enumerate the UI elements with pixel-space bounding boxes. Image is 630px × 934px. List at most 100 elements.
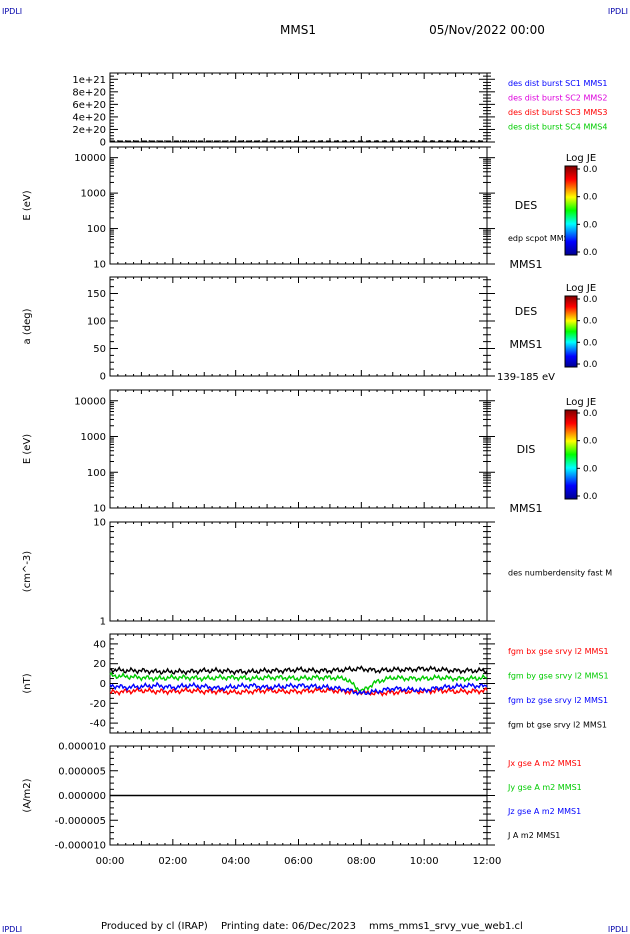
colorbar-bar [564,295,578,368]
colorbar-title: Log JE [566,153,596,164]
y-tick-label: 10000 [74,153,106,164]
y-tick-label: 0 [100,138,106,149]
colorbar-tick-label: 0.0 [583,193,598,203]
y-axis-label: E (eV) [22,190,33,220]
colorbar-tick-label: 0.0 [583,295,598,305]
y-tick-label: 0.000000 [58,791,106,802]
sc-label: MMS1 [510,258,543,271]
y-tick-label: 1e+21 [72,75,106,86]
overlay-label: edp scpot MMS1 [508,234,574,243]
series-line [109,686,488,697]
series-line [109,671,488,694]
energy-range-label: 139-185 eV [497,372,555,383]
y-tick-label: 0 [100,679,106,690]
y-axis-label: a (deg) [22,308,33,344]
legend-entry: Jz gse A m2 MMS1 [507,807,581,816]
footer-printing: Printing date: 06/Dec/2023 [221,921,356,932]
y-tick-label: -20 [90,699,106,710]
corner-label-br: IPDLI [608,925,628,934]
legend-entry: fgm bt gse srvy l2 MMS1 [508,721,607,730]
x-tick-label: 10:00 [410,856,439,867]
date-title: 05/Nov/2022 00:00 [429,23,545,37]
y-tick-label: 1000 [81,432,106,443]
panel-frame [109,276,488,377]
colorbar-tick-label: 0.0 [583,409,598,419]
panel-7: 0.000010 0.000005 0.000000 -0.000005 -0.0000… [22,742,582,868]
sc-label: MMS1 [510,502,543,515]
panel-frame [109,521,488,622]
x-tick-label: 12:00 [473,856,502,867]
colorbar-tick-label: 0.0 [583,165,598,175]
y-tick-label: 100 [87,468,106,479]
panel-2: 10000 1000 100 10 E (eV) DES edp scpot MMS1 MMS… [22,146,574,271]
panel-frame [109,633,488,734]
instrument-label: DES [515,305,537,318]
colorbar-title: Log JE [566,397,596,408]
panel-4: 10000 1000 100 10 E (eV) DIS MMS1 [22,389,543,515]
legend-entry: fgm by gse srvy l2 MMS1 [508,672,609,681]
panel-5: 10 1 (cm^-3) des numberdensity fast M [22,518,612,628]
legend-entry: des dist burst SC4 MMS4 [508,123,607,132]
colorbar-tick-label: 0.0 [583,220,598,230]
spacecraft-title: MMS1 [280,23,316,37]
colorbar-tick-label: 0.0 [583,492,598,502]
panel-6: 40 20 0 -20 -40 (nT) fgm bx gse srvy l2 MMS1 fg… [22,633,609,734]
y-tick-label: 1 [100,617,106,628]
colorbar-tick-label: 0.0 [583,317,598,327]
colorbar-tick-label: 0.0 [583,338,598,348]
y-tick-label: 0.000005 [58,766,106,777]
instrument-label: DIS [517,443,536,456]
x-tick-label: 06:00 [284,856,313,867]
colorbar-1: Log JE0.00.00.00.0 [564,153,598,258]
y-tick-label: 1000 [81,189,106,200]
legend-entry: des numberdensity fast M [508,569,612,578]
panel-frame [109,72,488,143]
y-axis-label: (A/m2) [22,778,33,812]
legend-entry: des dist burst SC3 MMS3 [508,108,607,117]
corner-label-bl: IPDLI [2,925,22,934]
colorbar-bar [564,165,578,256]
panel-3: 150 100 50 0 a (deg) DES MMS1 139-185 eV [22,276,555,383]
y-tick-label: 50 [93,344,106,355]
colorbar-2: Log JE0.00.00.00.0 [564,283,598,370]
y-tick-label: 100 [87,224,106,235]
colorbar-3: Log JE0.00.00.00.0 [564,397,598,502]
y-tick-label: -0.000005 [55,816,106,827]
x-tick-label: 04:00 [221,856,250,867]
y-tick-label: 20 [93,659,106,670]
legend-entry: fgm bz gse srvy l2 MMS1 [508,696,608,705]
corner-label-tr: IPDLI [608,7,628,16]
panel-frame [109,389,488,509]
panel-frame [109,146,488,265]
y-tick-label: 100 [87,317,106,328]
legend-entry: des dist burst SC2 MMS2 [508,94,607,103]
y-tick-label: 40 [93,639,106,650]
y-tick-label: 8e+20 [72,87,106,98]
legend-entry: Jx gse A m2 MMS1 [507,759,582,768]
sc-label: MMS1 [510,338,543,351]
colorbar-bar [564,409,578,500]
y-tick-label: -40 [90,719,106,730]
y-tick-label: 10000 [74,396,106,407]
corner-label-tl: IPDLI [2,7,22,16]
y-tick-label: 10 [93,518,106,529]
y-tick-label: 2e+20 [72,125,106,136]
legend-entry: des dist burst SC1 MMS1 [508,79,607,88]
x-tick-label: 08:00 [347,856,376,867]
y-tick-label: -0.000010 [55,841,106,852]
y-tick-label: 0.000010 [58,742,106,753]
y-tick-label: 10 [93,504,106,515]
y-tick-label: 10 [93,260,106,271]
series-line [109,665,488,676]
y-tick-label: 4e+20 [72,112,106,123]
legend-entry: fgm bx gse srvy l2 MMS1 [508,647,609,656]
colorbar-tick-label: 0.0 [583,248,598,258]
footer-produced: Produced by cl (IRAP) [101,921,208,932]
colorbar-tick-label: 0.0 [583,360,598,370]
x-tick-label: 02:00 [158,856,187,867]
instrument-label: DES [515,199,537,212]
